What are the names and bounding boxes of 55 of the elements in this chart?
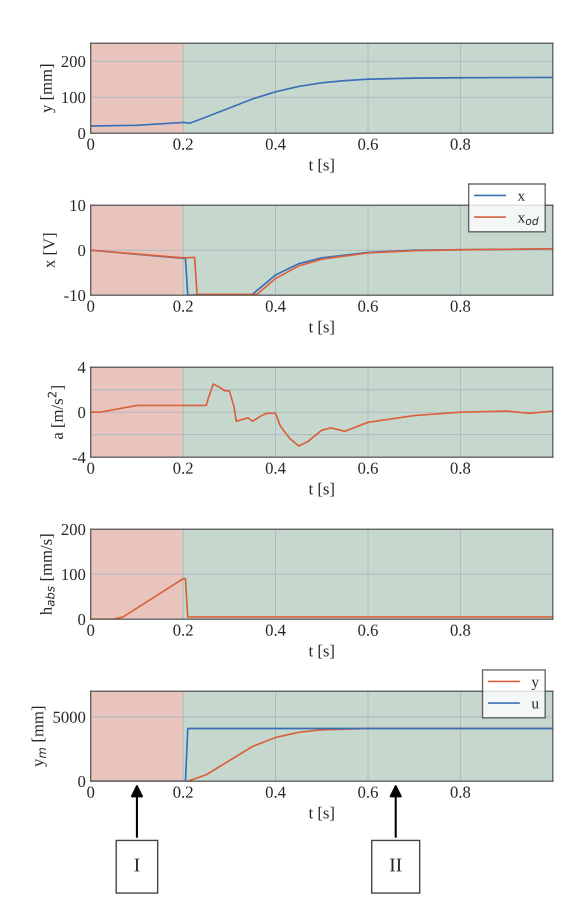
legend-label: x: [518, 194, 525, 201]
x-tick-label: 0.2: [173, 462, 193, 474]
x-tick-label: 0.4: [266, 462, 286, 474]
y-tick-label: 0: [78, 244, 86, 256]
x-tick-label: 0.8: [450, 786, 470, 798]
y-axis-title: x [V]: [42, 234, 57, 268]
x-tick-label: 0.2: [173, 138, 193, 150]
y-tick-label: 100: [62, 92, 86, 104]
y-axis-title: a [m/s$^{2}$]: [48, 386, 65, 440]
x-tick-label: 0.2: [173, 786, 193, 798]
legend-label: u: [532, 701, 539, 709]
x-tick-label: 0: [87, 138, 94, 150]
y-tick-label: -10: [64, 290, 86, 302]
x-axis-title: t [s]: [308, 644, 334, 659]
x-tick-label: 0.4: [266, 138, 286, 150]
y-tick-label: 10: [70, 200, 86, 212]
y-axis-title: y$_{m}$ [mm]: [32, 706, 47, 767]
x-tick-label: 0.4: [266, 300, 286, 312]
x-tick-label: 0.6: [358, 624, 378, 636]
x-tick-label: 0.6: [358, 138, 378, 150]
x-tick-label: 0.6: [358, 462, 378, 474]
x-axis-title: t [s]: [308, 482, 334, 497]
legend-label: x$_{od}$: [518, 215, 539, 226]
x-tick-label: 0.8: [450, 624, 470, 636]
x-tick-label: 0.8: [450, 462, 470, 474]
legend-label: y: [532, 680, 540, 690]
y-tick-label: 5000: [53, 712, 86, 723]
x-tick-label: 0: [87, 786, 94, 798]
y-tick-label: 0: [78, 128, 86, 140]
x-tick-label: 0.6: [358, 786, 378, 798]
x-axis-title: t [s]: [308, 158, 334, 173]
y-tick-label: 4: [78, 362, 86, 373]
x-tick-label: 0.2: [173, 624, 193, 636]
x-axis-title: t [s]: [308, 320, 334, 335]
band-label: I: [134, 858, 140, 872]
y-tick-label: 100: [62, 568, 86, 580]
x-tick-label: 0.8: [450, 300, 470, 312]
y-tick-label: 0: [78, 776, 86, 788]
y-axis-title: y [mm]: [40, 64, 56, 113]
x-tick-label: 0: [87, 300, 94, 312]
y-tick-label: 200: [62, 56, 86, 68]
y-tick-label: -4: [72, 452, 86, 463]
y-axis-title: h$_{abs}$ [mm/s]: [40, 534, 55, 616]
band-label: II: [390, 858, 402, 872]
x-tick-label: 0.2: [173, 300, 193, 312]
x-tick-label: 0.4: [266, 786, 286, 798]
y-tick-label: 0: [78, 614, 86, 626]
y-tick-label: 0: [78, 406, 86, 418]
x-tick-label: 0: [87, 624, 94, 636]
x-tick-label: 0.6: [358, 300, 378, 312]
x-tick-label: 0: [87, 462, 94, 474]
x-tick-label: 0.4: [266, 624, 286, 636]
x-axis-title: t [s]: [308, 806, 334, 821]
x-tick-label: 0.8: [450, 138, 470, 150]
y-tick-label: 200: [62, 524, 86, 536]
